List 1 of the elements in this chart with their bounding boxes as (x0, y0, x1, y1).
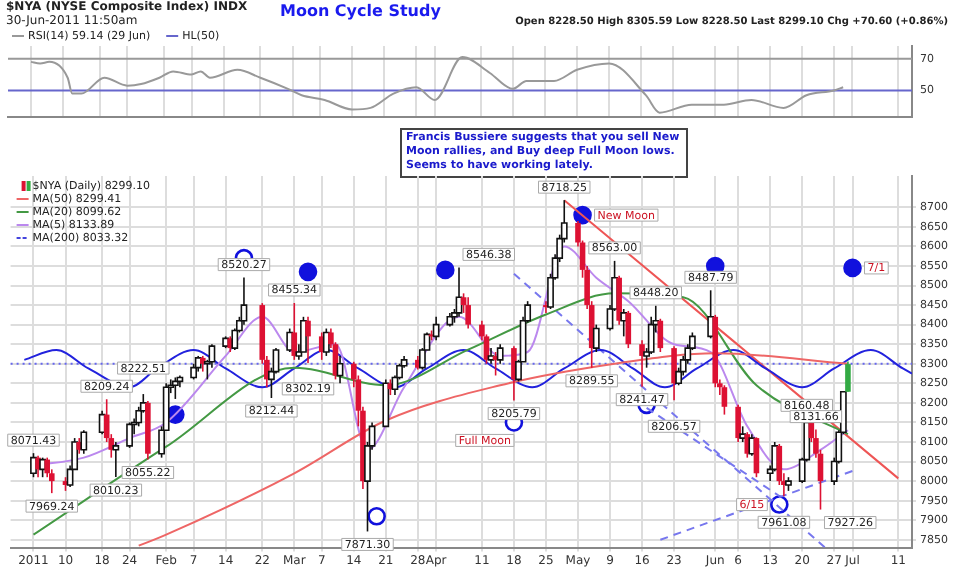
chart-title: Moon Cycle Study (280, 2, 441, 20)
